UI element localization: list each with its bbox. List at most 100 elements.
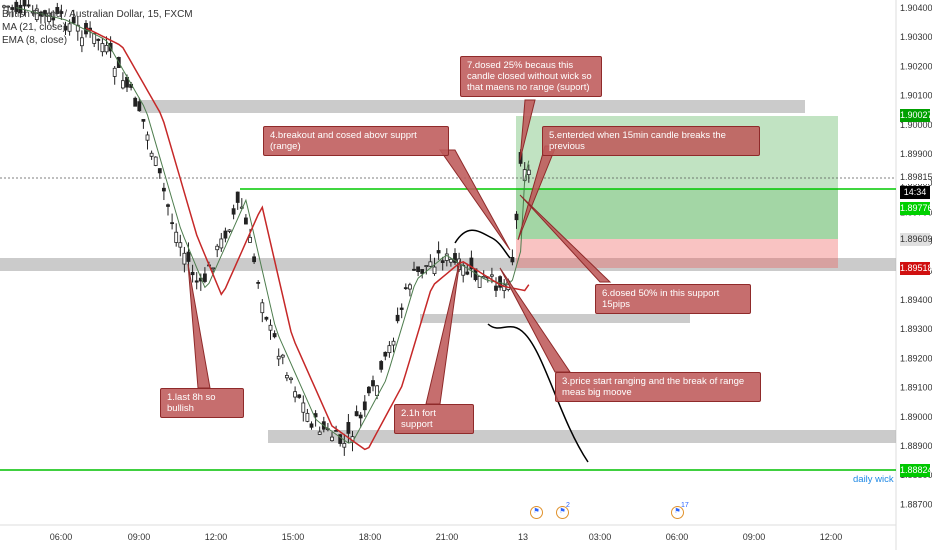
callout-3[interactable]: 3.price start ranging and the break of r… (555, 372, 761, 402)
callout-7[interactable]: 7.dosed 25% becaus this candle closed wi… (460, 56, 602, 97)
candle-body (157, 168, 162, 174)
candle-body (26, 4, 31, 7)
daily-wick-label: daily wick (853, 474, 894, 485)
price-tick-label: 1.89400 (900, 295, 932, 305)
candle-body (71, 16, 76, 24)
candle-body (186, 251, 191, 262)
candle-body (121, 80, 125, 89)
candle-body (465, 271, 470, 275)
candle-body (391, 340, 396, 346)
candle-body (190, 271, 195, 276)
candle-body (354, 411, 359, 417)
callout-1[interactable]: 1.last 8h so bullish (160, 388, 244, 418)
candle-body (231, 208, 236, 215)
candle-body (514, 213, 519, 221)
price-tick-label: 1.89000 (900, 412, 932, 422)
support-zone-mid[interactable] (420, 314, 690, 323)
candle-body (194, 280, 199, 283)
time-label: 12:00 (204, 532, 228, 542)
candle-body (301, 402, 306, 413)
us-flag-icon[interactable]: ⚑ (671, 506, 684, 519)
support-zone-low[interactable] (268, 430, 896, 443)
candle-body (227, 229, 232, 232)
time-label: 03:00 (588, 532, 612, 542)
price-axis[interactable]: 1.90400 1.90300 1.90200 1.90100 1.90000 1.899… (900, 3, 932, 509)
projection-path-up (454, 229, 511, 259)
candle-body (75, 24, 80, 32)
candle-body (145, 134, 150, 141)
price-tick-label: 1.88700 (900, 499, 932, 509)
candle-body (383, 351, 388, 357)
candle-body (59, 11, 64, 14)
pointer-c1 (187, 263, 211, 389)
candle-body (100, 43, 105, 53)
candle-body (494, 285, 498, 291)
candle-body (51, 17, 56, 21)
projection-path-down (487, 323, 589, 463)
callout-4[interactable]: 4.breakout and cosed abovr supprt (range… (263, 126, 449, 156)
price-tick-label: 1.89900 (900, 149, 932, 159)
time-label: 13 (517, 532, 529, 542)
candle-body (444, 253, 449, 261)
candle-body (297, 394, 302, 398)
au-flag-icon[interactable]: ⚑ (556, 506, 569, 519)
candles (2, 0, 531, 456)
candle-body (6, 5, 10, 8)
candle-body (248, 236, 252, 243)
candle-body (338, 434, 343, 444)
candle-body (399, 307, 404, 310)
candle-body (14, 1, 19, 12)
candle-body (2, 5, 6, 8)
candle-body (215, 245, 220, 251)
ema-line (16, 7, 530, 444)
time-label: 15:00 (281, 532, 305, 542)
callout-5[interactable]: 5.enterded when 15min candle breaks the … (542, 126, 760, 156)
candle-body (137, 101, 142, 112)
candle-body (211, 267, 216, 270)
price-tick-label: 1.88900 (900, 441, 932, 451)
candle-body (178, 242, 183, 248)
candle-body (174, 231, 179, 243)
candle-body (161, 187, 166, 192)
price-tick-label: 1.90400 (900, 3, 932, 13)
candle-body (440, 260, 445, 263)
candle-body (243, 217, 248, 225)
ema-legend[interactable]: EMA (8, close) (2, 35, 68, 46)
time-label: 12:00 (819, 532, 843, 542)
ma-legend[interactable]: MA (21, close) (2, 22, 66, 33)
candle-body (317, 431, 322, 435)
candle-body (477, 276, 482, 288)
price-tick-label: 1.89300 (900, 324, 932, 334)
candle-body (80, 37, 84, 47)
time-label: 09:00 (742, 532, 766, 542)
candle-body (63, 25, 68, 31)
candle-body (432, 266, 437, 275)
candle-body (489, 274, 494, 277)
candle-body (67, 23, 72, 32)
resistance-zone[interactable] (140, 100, 805, 113)
candle-body (293, 391, 298, 398)
candle-body (346, 422, 351, 434)
au-flag-icon[interactable]: ⚑ (530, 506, 543, 519)
callout-2[interactable]: 2.1h fort support (394, 404, 474, 434)
candle-body (235, 191, 240, 203)
candle-body (112, 67, 117, 77)
candle-body (362, 401, 367, 411)
candle-body (141, 119, 146, 122)
callout-6[interactable]: 6.dosed 50% in this support 15pips (595, 284, 751, 314)
time-label: 18:00 (358, 532, 382, 542)
price-tick-label: 1.89100 (900, 383, 932, 393)
candle-body (252, 256, 257, 263)
candle-body (43, 10, 47, 15)
candle-body (289, 377, 293, 381)
candle-body (264, 316, 269, 320)
support-zone-main[interactable] (0, 258, 896, 271)
candle-body (182, 252, 187, 265)
candle-body (358, 414, 363, 419)
candle-body (276, 355, 281, 360)
event-count: 17 (681, 502, 689, 509)
price-badge-last: 1.89815 (900, 171, 932, 184)
candle-body (403, 287, 408, 290)
candle-body (420, 269, 425, 274)
